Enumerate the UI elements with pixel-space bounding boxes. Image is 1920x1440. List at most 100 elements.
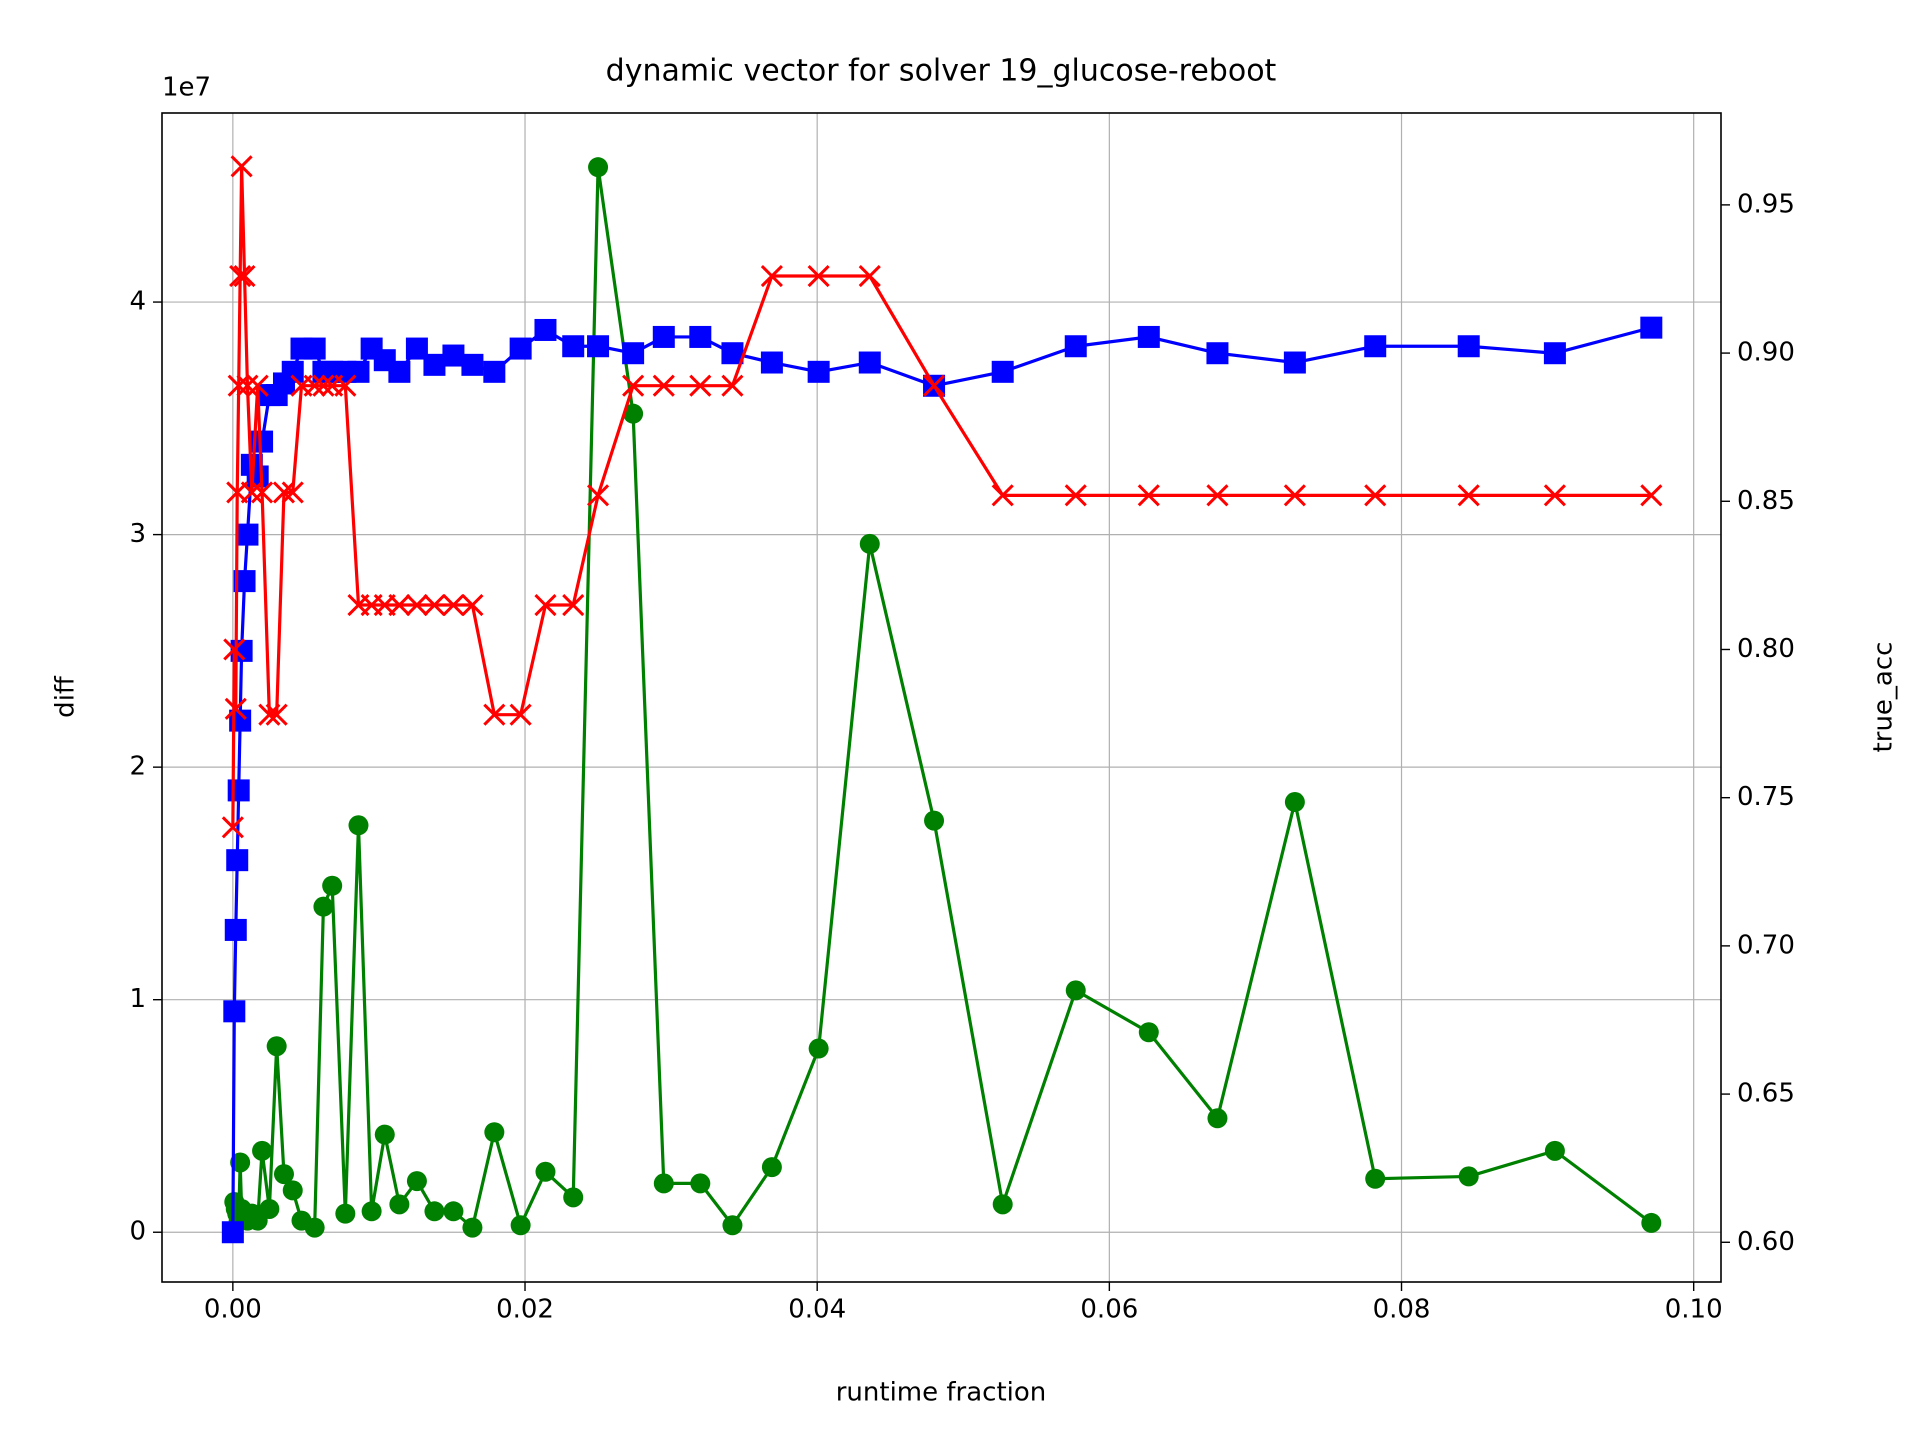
point — [227, 374, 250, 397]
point — [534, 318, 557, 341]
point — [588, 157, 609, 178]
point — [221, 816, 244, 839]
y2-tick-label: 0.60 — [1737, 1227, 1795, 1257]
y2-tick-label: 0.80 — [1737, 634, 1795, 664]
point — [1283, 484, 1306, 507]
point — [623, 403, 644, 424]
point — [233, 570, 256, 593]
series-line — [231, 164, 1652, 828]
x-axis-label: runtime fraction — [836, 1378, 1047, 1408]
point — [424, 1201, 445, 1222]
point — [236, 374, 259, 397]
point — [259, 1198, 280, 1219]
point — [722, 1215, 743, 1236]
point — [303, 337, 326, 360]
point — [224, 918, 247, 941]
point — [405, 337, 428, 360]
point — [991, 484, 1014, 507]
point — [389, 1194, 410, 1215]
point — [461, 353, 484, 376]
point — [1064, 335, 1087, 358]
point — [226, 849, 249, 872]
point — [461, 593, 484, 617]
point — [484, 1122, 505, 1143]
point — [423, 353, 446, 376]
point — [442, 593, 465, 617]
point — [922, 374, 946, 397]
point — [652, 325, 675, 348]
point — [587, 335, 610, 358]
y2-axis-label: true_acc — [1869, 642, 1899, 753]
y-tick-label: 3 — [129, 519, 146, 549]
point — [265, 703, 288, 726]
point — [1641, 1212, 1662, 1233]
point — [272, 481, 296, 504]
x-tick-label: 0.04 — [788, 1295, 846, 1325]
point — [562, 335, 585, 358]
point — [483, 703, 506, 726]
point — [406, 1171, 427, 1192]
y-tick-label: 0 — [129, 1217, 146, 1247]
x-tick-label: 0.00 — [204, 1295, 262, 1325]
y-offset-label: 1e7 — [162, 73, 211, 103]
point — [230, 155, 253, 178]
point — [1364, 484, 1387, 507]
point — [443, 1201, 464, 1222]
y2-tick-label: 0.90 — [1737, 338, 1795, 368]
point — [233, 264, 256, 288]
x-tick-label: 0.10 — [1665, 1295, 1723, 1325]
point — [760, 351, 783, 374]
plot-area — [221, 155, 1663, 1244]
point — [689, 374, 712, 397]
chart-title: dynamic vector for solver 19_glucose-reb… — [606, 54, 1277, 89]
point — [348, 815, 369, 836]
point — [858, 264, 881, 288]
point — [1364, 335, 1387, 358]
y2-tick-label: 0.70 — [1737, 930, 1795, 960]
point — [313, 896, 334, 917]
point — [807, 264, 830, 288]
point — [509, 337, 532, 360]
y2-tick-label: 0.65 — [1737, 1079, 1795, 1109]
point — [258, 703, 281, 726]
point — [334, 374, 357, 397]
point — [992, 1194, 1013, 1215]
point — [462, 1217, 483, 1238]
point — [230, 1152, 251, 1173]
point — [223, 638, 246, 661]
point — [807, 360, 830, 383]
point — [442, 344, 465, 367]
point — [991, 360, 1014, 383]
point — [361, 1201, 382, 1222]
point — [1137, 484, 1160, 507]
point — [405, 593, 428, 617]
axes-frame — [161, 112, 1722, 1283]
point — [282, 1180, 303, 1201]
point — [1457, 484, 1480, 507]
point — [388, 593, 411, 617]
point — [273, 1164, 294, 1185]
point — [1206, 342, 1229, 365]
point — [335, 1203, 356, 1224]
point — [1284, 792, 1305, 813]
point — [761, 1157, 782, 1178]
point — [808, 1038, 829, 1059]
point — [1207, 1108, 1228, 1129]
point — [251, 481, 274, 504]
point — [689, 325, 712, 348]
point — [721, 374, 744, 397]
point — [721, 342, 744, 365]
point — [534, 593, 557, 617]
x-tick-label: 0.08 — [1373, 1295, 1431, 1325]
point — [1206, 484, 1229, 507]
y-tick-label: 1 — [129, 984, 146, 1014]
point — [1544, 1140, 1565, 1161]
point — [924, 810, 945, 831]
point — [224, 697, 247, 720]
y2-tick-label: 0.95 — [1737, 189, 1795, 219]
point — [252, 1140, 273, 1161]
point — [509, 703, 532, 726]
point — [563, 1187, 584, 1208]
